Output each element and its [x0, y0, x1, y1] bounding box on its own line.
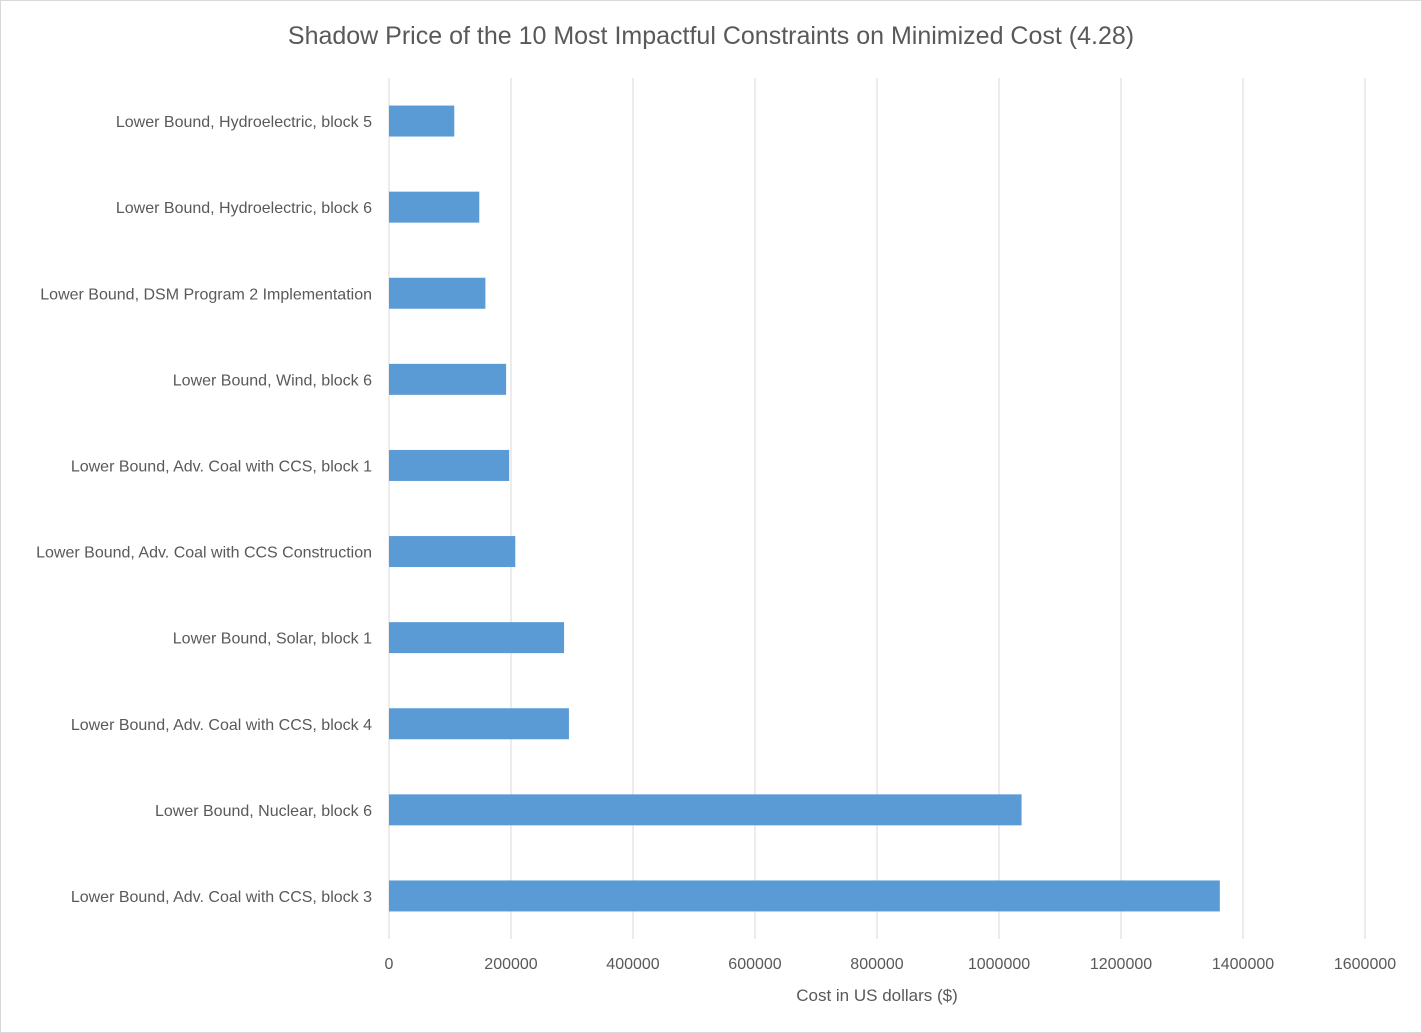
bar: [389, 708, 569, 740]
chart-title: Shadow Price of the 10 Most Impactful Co…: [288, 22, 1134, 50]
category-label: Lower Bound, Adv. Coal with CCS Construc…: [36, 545, 372, 562]
category-label: Lower Bound, Adv. Coal with CCS, block 3: [71, 889, 372, 906]
x-tick-label: 1200000: [1090, 956, 1152, 973]
bar: [389, 277, 486, 309]
category-label: Lower Bound, Solar, block 1: [173, 631, 372, 648]
category-label: Lower Bound, Nuclear, block 6: [155, 803, 372, 820]
category-label: Lower Bound, Hydroelectric, block 6: [116, 200, 372, 217]
x-tick-label: 800000: [850, 956, 903, 973]
x-tick-label: 600000: [728, 956, 781, 973]
category-label: Lower Bound, Adv. Coal with CCS, block 4: [71, 717, 372, 734]
bar: [389, 794, 1022, 826]
bar: [389, 622, 565, 654]
bars: [389, 105, 1220, 912]
x-tick-label: 1600000: [1334, 956, 1396, 973]
x-tick-label: 0: [385, 956, 394, 973]
x-tick-label: 400000: [606, 956, 659, 973]
category-label: Lower Bound, Wind, block 6: [173, 372, 372, 389]
bar: [389, 536, 516, 568]
x-axis-tick-labels: 0 200000 400000 600000 800000 1000000 1200000 1…: [385, 956, 1397, 973]
bar: [389, 191, 480, 223]
x-tick-label: 1400000: [1212, 956, 1274, 973]
category-label: Lower Bound, Hydroelectric, block 5: [116, 114, 372, 131]
bar: [389, 363, 507, 395]
category-label: Lower Bound, DSM Program 2 Implementatio…: [40, 286, 372, 303]
bar: [389, 880, 1220, 912]
x-axis-title: Cost in US dollars ($): [796, 986, 958, 1005]
x-tick-label: 200000: [484, 956, 537, 973]
x-tick-label: 1000000: [968, 956, 1030, 973]
bar: [389, 449, 510, 481]
category-labels: Lower Bound, Hydroelectric, block 5 Lower…: [36, 114, 372, 906]
category-label: Lower Bound, Adv. Coal with CCS, block 1: [71, 458, 372, 475]
bar: [389, 105, 455, 137]
